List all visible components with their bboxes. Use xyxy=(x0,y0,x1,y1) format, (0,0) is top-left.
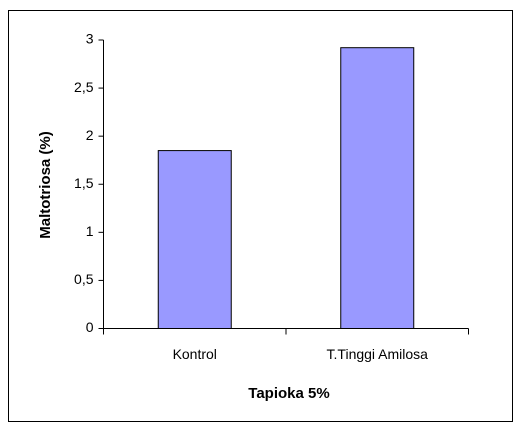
y-axis-label: Maltotriosa (%) xyxy=(37,131,54,239)
y-tick-label: 2,5 xyxy=(74,79,94,95)
bar xyxy=(157,150,232,329)
x-tick-label: T.Tinggi Amilosa xyxy=(327,346,429,362)
y-tick-label: 1 xyxy=(86,223,94,239)
x-tick-label: Kontrol xyxy=(173,346,217,362)
y-tick-label: 1,5 xyxy=(74,175,94,191)
y-tick-label: 2 xyxy=(86,127,94,143)
y-tick-label: 0 xyxy=(86,319,94,335)
chart-border xyxy=(8,10,513,422)
y-tick-label: 3 xyxy=(86,31,94,47)
y-tick-label: 0,5 xyxy=(74,271,94,287)
x-axis-label: Tapioka 5% xyxy=(248,385,329,402)
bar xyxy=(340,47,415,330)
